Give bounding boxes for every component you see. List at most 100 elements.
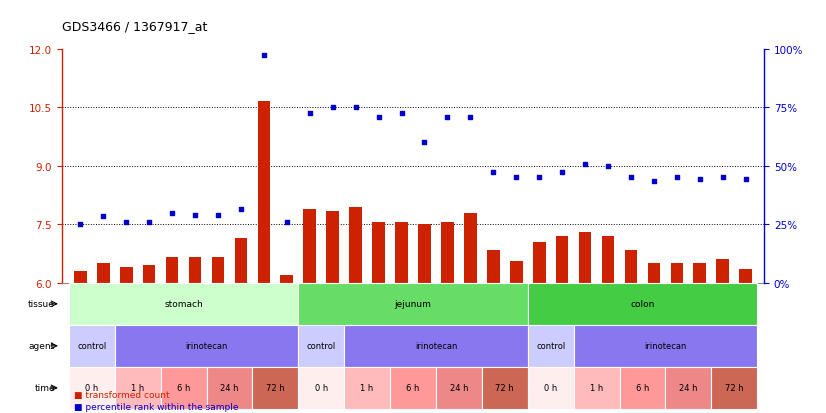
Bar [344,325,528,367]
Text: irinotecan: irinotecan [185,342,228,351]
Bar [349,207,362,283]
Point [395,111,408,117]
Bar [344,367,390,409]
Point [487,169,500,176]
Bar [482,367,528,409]
Text: control: control [77,342,107,351]
Point [693,177,706,183]
Text: 1 h: 1 h [360,383,373,392]
Bar [510,262,523,283]
Bar [395,223,408,283]
Bar [620,367,666,409]
Text: 6 h: 6 h [636,383,649,392]
Text: 0 h: 0 h [315,383,328,392]
Point [648,178,661,185]
Point [97,214,110,220]
Bar [556,236,568,283]
Bar [298,367,344,409]
Text: 72 h: 72 h [496,383,514,392]
Bar [573,325,757,367]
Bar [528,367,573,409]
Point [510,175,523,181]
Point [280,219,293,226]
Bar [624,250,638,283]
Text: irinotecan: irinotecan [415,342,457,351]
Point [326,104,339,111]
Text: 0 h: 0 h [85,383,98,392]
Bar [160,367,206,409]
Bar [69,367,115,409]
Bar [206,367,253,409]
Text: 0 h: 0 h [544,383,558,392]
Point [74,221,87,228]
Point [188,212,202,218]
Text: control: control [306,342,336,351]
Point [739,177,752,183]
Bar [601,236,615,283]
Point [165,210,178,216]
Point [211,212,225,218]
Bar [303,209,316,283]
Bar [69,283,298,325]
Point [624,175,638,181]
Text: 1 h: 1 h [131,383,145,392]
Text: ■ transformed count: ■ transformed count [74,390,170,399]
Bar [579,233,591,283]
Bar [211,258,225,283]
Text: 72 h: 72 h [266,383,285,392]
Text: 6 h: 6 h [177,383,190,392]
Bar [418,225,431,283]
Bar [74,271,87,283]
Point [463,114,477,121]
Text: agent: agent [29,342,55,351]
Bar [298,325,344,367]
Point [349,104,363,111]
Bar [666,367,711,409]
Bar [281,275,293,283]
Text: 1 h: 1 h [590,383,603,392]
Bar [528,325,573,367]
Bar [115,325,298,367]
Point [441,114,454,121]
Text: 24 h: 24 h [221,383,239,392]
Point [601,163,615,170]
Point [578,161,591,168]
Bar [143,266,155,283]
Point [143,219,156,226]
Bar [671,263,683,283]
Bar [97,263,110,283]
Bar [487,250,500,283]
Text: stomach: stomach [164,299,203,309]
Bar [716,260,729,283]
Text: GDS3466 / 1367917_at: GDS3466 / 1367917_at [62,20,207,33]
Bar [441,223,453,283]
Point [556,169,569,176]
Bar [694,263,706,283]
Bar [166,258,178,283]
Bar [648,263,660,283]
Point [670,175,683,181]
Bar [235,238,247,283]
Text: jejunum: jejunum [395,299,431,309]
Point [120,219,133,226]
Bar [253,367,298,409]
Bar [739,270,752,283]
Text: colon: colon [630,299,655,309]
Text: 24 h: 24 h [679,383,698,392]
Point [716,175,729,181]
Bar [711,367,757,409]
Bar [464,213,477,283]
Bar [528,283,757,325]
Bar [298,283,528,325]
Point [533,175,546,181]
Bar [188,258,202,283]
Point [235,206,248,212]
Bar [573,367,620,409]
Point [303,111,316,117]
Text: tissue: tissue [28,299,55,309]
Bar [326,211,339,283]
Text: time: time [35,383,55,392]
Text: control: control [536,342,565,351]
Point [418,140,431,146]
Bar [373,223,385,283]
